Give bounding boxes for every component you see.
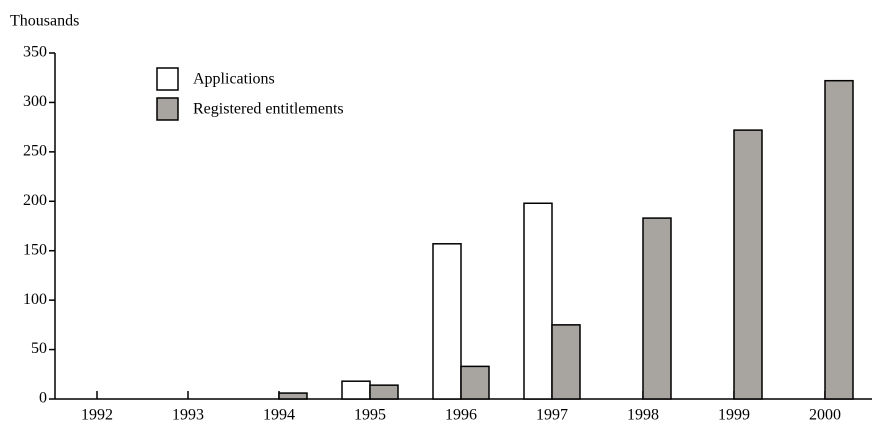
- legend-swatch: [156, 67, 179, 91]
- x-tick-label: 1997: [536, 407, 568, 424]
- legend-label: Applications: [193, 71, 275, 88]
- x-tick-label: 1993: [172, 407, 204, 424]
- bar: [523, 202, 553, 400]
- y-tick-label: 100: [23, 291, 47, 308]
- bar: [824, 79, 854, 400]
- bar: [369, 384, 399, 400]
- bar: [642, 217, 672, 400]
- x-tick-label: 1994: [263, 407, 295, 424]
- y-tick-label: 50: [31, 340, 47, 357]
- legend-label: Registered entitlements: [193, 101, 344, 118]
- legend-swatch: [156, 97, 179, 121]
- y-tick-label: 250: [23, 143, 47, 160]
- y-tick-label: 0: [39, 390, 47, 407]
- x-tick-label: 1999: [718, 407, 750, 424]
- bar: [432, 243, 462, 400]
- bar: [460, 365, 490, 400]
- y-tick-label: 300: [23, 93, 47, 110]
- y-axis-label: Thousands: [10, 13, 79, 30]
- x-tick-label: 1998: [627, 407, 659, 424]
- y-tick-label: 200: [23, 192, 47, 209]
- x-tick-label: 2000: [809, 407, 841, 424]
- y-tick-label: 150: [23, 241, 47, 258]
- bar: [551, 324, 581, 400]
- bar: [733, 129, 763, 400]
- x-tick-label: 1992: [81, 407, 113, 424]
- x-tick-label: 1996: [445, 407, 477, 424]
- bar: [278, 392, 308, 400]
- x-tick-label: 1995: [354, 407, 386, 424]
- bar: [341, 380, 371, 400]
- y-tick-label: 350: [23, 44, 47, 61]
